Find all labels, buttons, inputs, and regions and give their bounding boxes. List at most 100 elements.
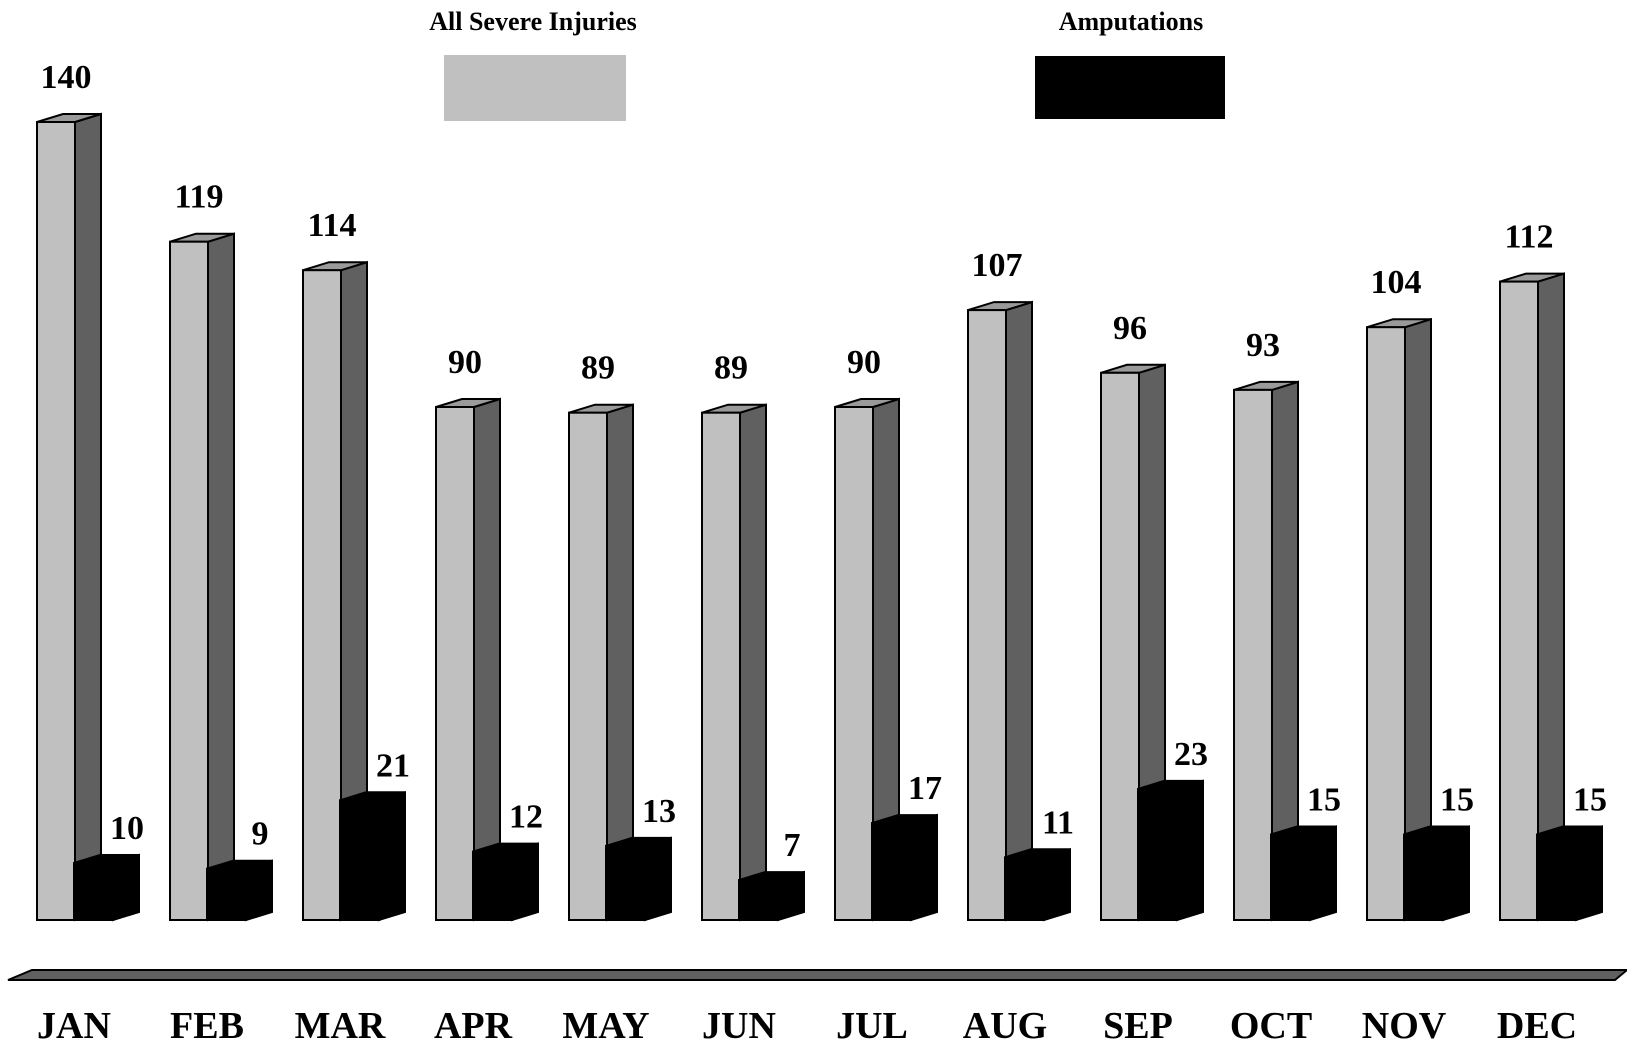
bar-all-severe-injuries-oct [1233, 380, 1299, 922]
data-label-all-severe-injuries-feb: 119 [174, 179, 223, 216]
bar-front-all-severe-injuries-may [568, 411, 608, 921]
data-label-all-severe-injuries-may: 89 [581, 350, 615, 387]
data-label-amputations-feb: 9 [252, 816, 269, 853]
bar-side-all-severe-injuries-apr [473, 397, 501, 922]
x-tick-label-jul: JUL [836, 1005, 908, 1043]
bar-front-all-severe-injuries-feb [169, 240, 209, 921]
bar-front-all-severe-injuries-nov [1366, 326, 1406, 921]
bar-all-severe-injuries-may [568, 403, 634, 922]
bar-front-amputations-oct [1270, 833, 1311, 921]
bar-all-severe-injuries-apr [435, 397, 501, 922]
data-label-amputations-jun: 7 [784, 827, 801, 864]
x-tick-label-may: MAY [562, 1005, 649, 1043]
data-label-amputations-nov: 15 [1440, 782, 1474, 819]
bar-front-amputations-dec [1536, 833, 1577, 921]
bar-front-amputations-apr [472, 850, 513, 921]
data-label-amputations-sep: 23 [1174, 736, 1208, 773]
bar-front-amputations-mar [339, 799, 380, 921]
bar-front-amputations-may [605, 844, 646, 922]
bar-amputations-apr [472, 842, 539, 922]
data-label-amputations-dec: 15 [1573, 782, 1607, 819]
x-tick-label-aug: AUG [963, 1005, 1047, 1043]
bar-amputations-nov [1403, 825, 1470, 922]
bar-front-all-severe-injuries-oct [1233, 388, 1273, 921]
bar-all-severe-injuries-jun [701, 403, 767, 922]
bar-amputations-jul [871, 813, 938, 922]
bar-side-all-severe-injuries-dec [1537, 272, 1565, 922]
x-tick-label-oct: OCT [1230, 1005, 1312, 1043]
bar-side-all-severe-injuries-aug [1005, 300, 1033, 922]
bars-group: 140 10 119 9 114 21 90 12 89 13 89 7 90 17 107 11 96 23 93… [36, 59, 1607, 922]
x-tick-label-nov: NOV [1362, 1005, 1447, 1043]
bar-amputations-oct [1270, 825, 1337, 922]
floor-plate [7, 969, 1627, 981]
bar-front-amputations-sep [1137, 787, 1178, 922]
data-label-all-severe-injuries-jul: 90 [847, 344, 881, 381]
bar-front-amputations-jul [871, 822, 912, 921]
data-label-amputations-aug: 11 [1042, 804, 1074, 841]
bar-front-all-severe-injuries-sep [1100, 371, 1140, 921]
bar-side-amputations-oct [1309, 825, 1337, 922]
bar-side-amputations-sep [1176, 779, 1204, 922]
legend-label-all-severe-injuries: All Severe Injuries [429, 7, 637, 36]
data-label-amputations-apr: 12 [509, 799, 543, 836]
bar-amputations-jan [73, 853, 140, 922]
bar-side-amputations-apr [511, 842, 539, 922]
bar-front-all-severe-injuries-dec [1499, 280, 1539, 922]
bar-front-amputations-jan [73, 862, 114, 921]
bar-side-amputations-jan [112, 853, 140, 922]
bar-all-severe-injuries-jan [36, 112, 102, 922]
bar-front-all-severe-injuries-apr [435, 406, 475, 921]
bar-side-all-severe-injuries-jun [739, 403, 767, 922]
bar-side-amputations-may [644, 836, 672, 922]
bar-front-all-severe-injuries-jul [834, 406, 874, 921]
x-tick-label-jan: JAN [37, 1005, 111, 1043]
data-label-all-severe-injuries-dec: 112 [1504, 219, 1553, 256]
x-tick-label-sep: SEP [1103, 1005, 1173, 1043]
legend-swatch-all-severe-injuries [444, 55, 626, 121]
bar-amputations-jun [738, 870, 805, 922]
data-label-amputations-jan: 10 [110, 810, 144, 847]
data-label-amputations-oct: 15 [1307, 782, 1341, 819]
data-label-all-severe-injuries-jun: 89 [714, 350, 748, 387]
bar-side-amputations-aug [1043, 847, 1071, 922]
data-label-all-severe-injuries-sep: 96 [1113, 310, 1147, 347]
bar-side-amputations-dec [1575, 825, 1603, 922]
data-label-all-severe-injuries-nov: 104 [1371, 264, 1422, 301]
x-tick-label-apr: APR [434, 1005, 513, 1043]
x-tick-label-jun: JUN [702, 1005, 776, 1043]
bar-front-all-severe-injuries-mar [302, 269, 342, 921]
bar-front-amputations-feb [206, 867, 247, 922]
legend-label-amputations: Amputations [1059, 7, 1203, 36]
bar-front-amputations-nov [1403, 833, 1444, 921]
data-label-all-severe-injuries-jan: 140 [41, 59, 92, 96]
x-tick-label-mar: MAR [295, 1005, 386, 1043]
bar-side-all-severe-injuries-jan [74, 112, 102, 922]
bar-side-amputations-nov [1442, 825, 1470, 922]
bar-front-all-severe-injuries-jan [36, 121, 76, 921]
bar-amputations-sep [1137, 779, 1204, 922]
data-label-all-severe-injuries-apr: 90 [448, 344, 482, 381]
x-tick-label-dec: DEC [1497, 1005, 1577, 1043]
data-label-amputations-jul: 17 [908, 770, 942, 807]
bar-amputations-mar [339, 790, 406, 922]
bar-amputations-aug [1004, 847, 1071, 922]
data-label-all-severe-injuries-aug: 107 [972, 247, 1023, 284]
x-tick-label-feb: FEB [170, 1005, 244, 1043]
bar-side-all-severe-injuries-feb [207, 232, 235, 922]
bar-front-amputations-aug [1004, 856, 1045, 921]
bar-all-severe-injuries-sep [1100, 363, 1166, 922]
bar-all-severe-injuries-jul [834, 397, 900, 922]
bar-front-all-severe-injuries-aug [967, 309, 1007, 922]
bar-all-severe-injuries-dec [1499, 272, 1565, 922]
data-label-amputations-mar: 21 [376, 747, 410, 784]
x-axis-tick-labels: JAN FEB MAR APR MAY JUN JUL AUG SEP OCT NOV DEC [37, 1005, 1577, 1043]
data-label-all-severe-injuries-oct: 93 [1246, 327, 1280, 364]
bar-amputations-dec [1536, 825, 1603, 922]
legend-swatch-amputations [1035, 56, 1225, 119]
bar-front-amputations-jun [738, 879, 779, 921]
bar-all-severe-injuries-nov [1366, 317, 1432, 922]
bar-side-amputations-jul [910, 813, 938, 922]
bar-amputations-may [605, 836, 672, 922]
